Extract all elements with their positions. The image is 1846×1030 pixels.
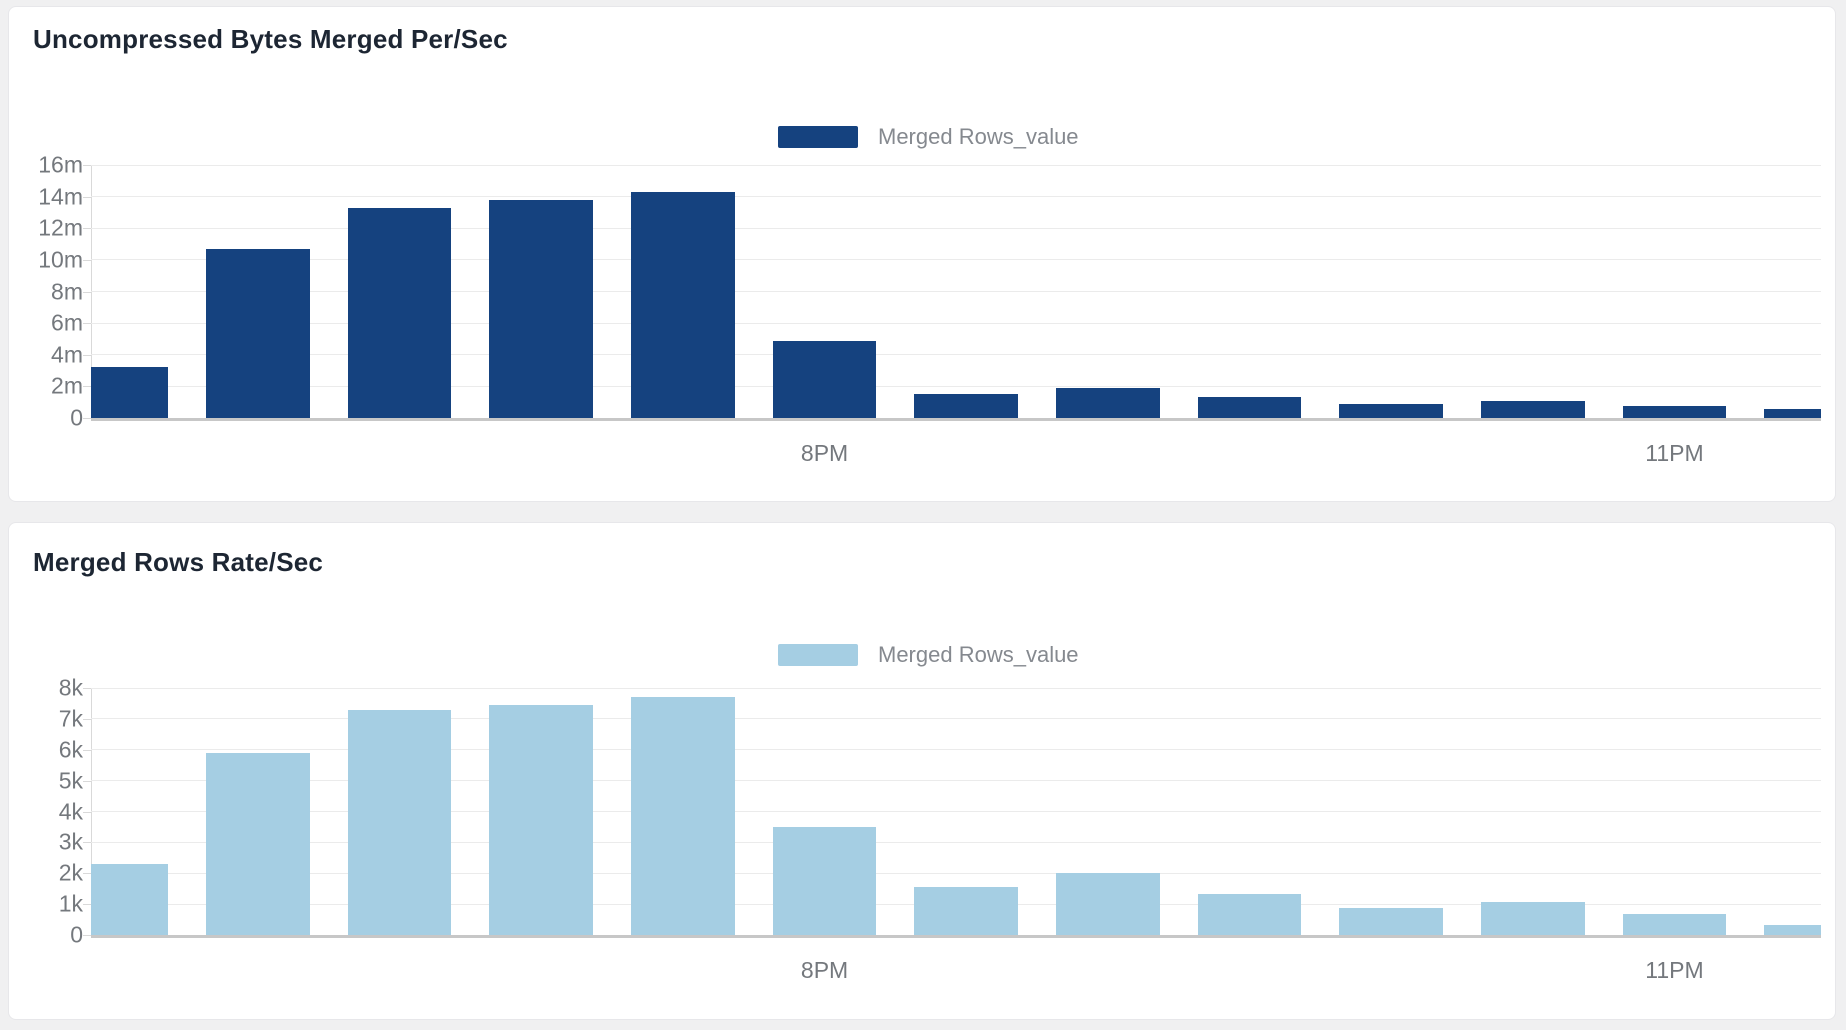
y-axis-tick [83,935,91,936]
gridline [91,227,1821,229]
panel-uncompressed-bytes-merged: Uncompressed Bytes Merged Per/Sec Merged… [8,6,1836,502]
y-axis-tick [83,780,91,782]
bar-6pm[interactable] [206,248,310,418]
y-tick-label: 2m [51,372,83,399]
y-tick-label: 8k [58,674,83,701]
x-tick-label: 8PM [800,957,849,983]
gridline [91,841,1821,843]
y-axis-tick [83,749,91,751]
bar-6pm[interactable] [206,752,310,935]
bar-930pm[interactable] [1197,396,1302,418]
bar-930pm[interactable] [1197,893,1302,935]
y-tick-label: 5k [58,767,83,794]
y-tick-label: 6m [51,309,83,336]
gridline [91,780,1821,782]
gridline [91,811,1821,812]
gridline [91,259,1821,261]
bar-1030pm[interactable] [1481,902,1585,935]
y-tick-label: 4k [58,798,83,824]
bar-10pm[interactable] [1339,907,1443,935]
y-tick-label: 10m [38,246,83,273]
bar-1130pm[interactable] [1764,925,1821,935]
y-tick-label: 0 [70,921,83,948]
x-axis-baseline [91,935,1821,938]
bar-7pm[interactable] [489,704,594,935]
y-axis-tick [83,386,91,388]
y-axis-tick [83,165,91,166]
y-axis-tick [83,323,91,325]
plot-area [91,688,1821,935]
bar-630pm[interactable] [347,207,452,418]
bar-7pm[interactable] [489,199,594,418]
y-axis-tick [83,718,91,720]
gridline [91,322,1821,324]
legend-item[interactable]: Merged Rows_value [778,642,1079,667]
panel-merged-rows-rate: Merged Rows Rate/Sec Merged Rows_value 0… [8,522,1836,1020]
gridline [91,354,1821,356]
y-tick-label: 4m [51,341,83,368]
gridline [91,385,1821,387]
bar-8pm[interactable] [772,340,877,418]
x-tick-label: 8PM [800,440,849,466]
legend-swatch [778,126,858,148]
y-axis-tick [83,873,91,875]
y-tick-label: 2k [58,859,83,886]
bar-10pm[interactable] [1339,404,1443,418]
bar-9pm[interactable] [1056,873,1160,935]
gridline [91,872,1821,874]
panel-title: Uncompressed Bytes Merged Per/Sec [33,24,508,54]
legend-item[interactable]: Merged Rows_value [778,124,1079,149]
legend-label: Merged Rows_value [878,642,1079,667]
bar-530pm[interactable] [91,367,169,418]
y-tick-label: 1k [58,890,83,917]
y-axis-tick [83,811,91,813]
y-tick-label: 7k [58,705,83,732]
y-tick-label: 14m [38,183,83,210]
y-axis-tick [83,688,91,689]
y-tick-label: 6k [58,736,83,763]
y-axis-tick [83,228,91,230]
bar-11pm[interactable] [1622,406,1727,418]
panel-title: Merged Rows Rate/Sec [33,547,324,577]
bar-9pm[interactable] [1056,387,1160,418]
x-tick-label: 11PM [1645,440,1704,466]
bar-730pm[interactable] [631,191,735,418]
gridline [91,165,1821,166]
y-axis-tick [83,842,91,844]
x-tick-label: 11PM [1645,957,1704,983]
y-axis-tick [83,291,91,293]
y-tick-label: 12m [38,214,83,241]
y-axis-tick [83,418,91,419]
y-tick-label: 0 [70,404,83,431]
bar-1030pm[interactable] [1481,400,1585,418]
y-tick-label: 16m [38,151,83,178]
bar-8pm[interactable] [772,826,877,935]
legend-label: Merged Rows_value [878,124,1079,149]
y-axis-tick [83,196,91,198]
bar-1130pm[interactable] [1764,409,1821,418]
gridline [91,749,1821,751]
y-axis-tick [83,259,91,261]
y-axis-tick [83,354,91,356]
gridline [91,291,1821,292]
legend-swatch [778,644,858,666]
gridline [91,196,1821,198]
y-tick-label: 3k [58,828,83,855]
bar-830pm[interactable] [914,394,1018,418]
y-axis-tick [83,904,91,906]
bar-730pm[interactable] [631,697,735,935]
bar-630pm[interactable] [347,709,452,935]
bar-11pm[interactable] [1622,913,1727,935]
gridline [91,688,1821,689]
gridline [91,718,1821,720]
bar-530pm[interactable] [91,864,169,935]
bar-830pm[interactable] [914,887,1018,935]
y-tick-label: 8m [51,278,83,304]
plot-area [91,165,1821,418]
x-axis-baseline [91,418,1821,421]
